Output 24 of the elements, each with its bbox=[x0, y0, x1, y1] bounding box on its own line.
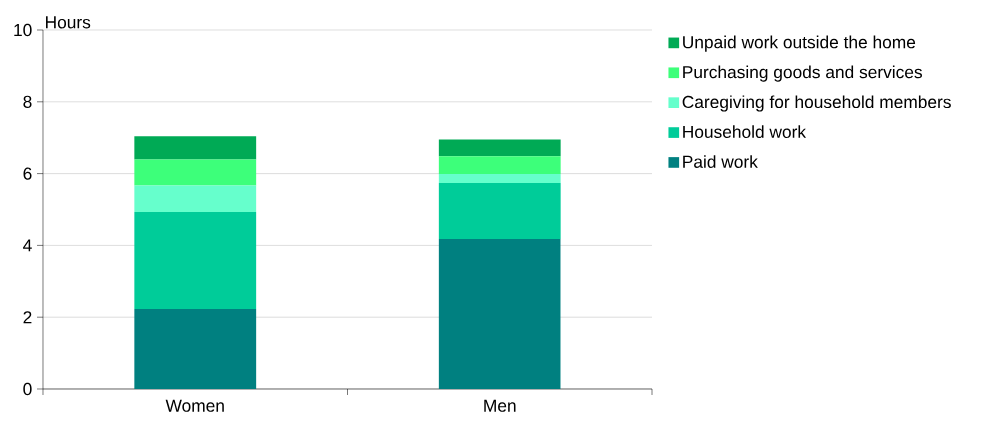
y-tick-label: 6 bbox=[23, 167, 32, 180]
bar bbox=[134, 136, 257, 160]
legend-label: Paid work bbox=[683, 155, 758, 168]
bar bbox=[438, 238, 561, 389]
y-tick-label: 8 bbox=[23, 95, 32, 108]
x-tick-label: Men bbox=[484, 399, 516, 412]
legend-label: Purchasing goods and services bbox=[683, 65, 922, 82]
y-tick-label: 4 bbox=[23, 239, 32, 252]
y-tick-label: 2 bbox=[23, 311, 32, 324]
legend-label: Unpaid work outside the home bbox=[683, 35, 916, 52]
bar bbox=[438, 173, 561, 183]
y-axis-title: Hours bbox=[46, 16, 91, 29]
bar bbox=[134, 308, 257, 389]
bar bbox=[438, 139, 561, 157]
legend-label: Household work bbox=[683, 125, 807, 139]
bar bbox=[438, 182, 561, 239]
y-tick-label: 10 bbox=[14, 23, 32, 37]
y-tick-label: 0 bbox=[23, 382, 32, 396]
bar bbox=[134, 185, 257, 213]
bar bbox=[438, 156, 561, 174]
bar bbox=[134, 212, 257, 309]
x-tick-label: Women bbox=[165, 399, 224, 412]
bar bbox=[134, 159, 257, 186]
legend-label: Caregiving for household members bbox=[682, 95, 951, 112]
